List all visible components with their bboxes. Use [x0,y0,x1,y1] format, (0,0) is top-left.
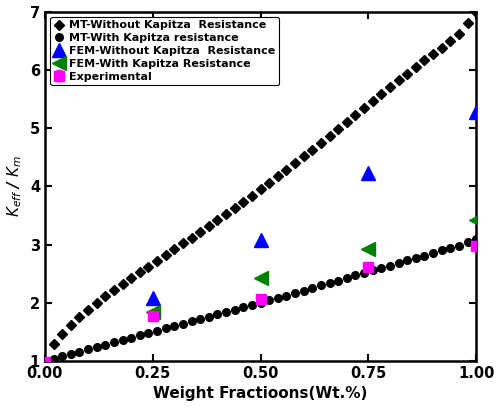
MT-With Kapitza resistance [474,236,480,241]
MT-Without Kapitza  Resistance [284,168,290,173]
MT-Without Kapitza  Resistance [120,282,126,287]
X-axis label: Weight Fractioons(Wt.%): Weight Fractioons(Wt.%) [154,386,368,401]
MT-Without Kapitza  Resistance [448,38,454,43]
MT-Without Kapitza  Resistance [370,98,376,103]
MT-Without Kapitza  Resistance [422,58,428,63]
Legend: MT-Without Kapitza  Resistance, MT-With Kapitza resistance, FEM-Without Kapitza : MT-Without Kapitza Resistance, MT-With K… [50,17,279,85]
FEM-With Kapitza Resistance [366,246,372,251]
MT-With Kapitza resistance [180,321,186,326]
MT-Without Kapitza  Resistance [206,223,212,228]
FEM-Without Kapitza  Resistance [366,171,372,176]
FEM-Without Kapitza  Resistance [258,238,264,243]
Y-axis label: $K_{eff}$ / $K_m$: $K_{eff}$ / $K_m$ [6,155,25,217]
MT-Without Kapitza  Resistance [137,270,143,275]
MT-Without Kapitza  Resistance [240,199,246,204]
MT-Without Kapitza  Resistance [258,187,264,192]
FEM-Without Kapitza  Resistance [474,110,480,115]
MT-Without Kapitza  Resistance [352,113,358,118]
MT-Without Kapitza  Resistance [197,229,203,234]
MT-Without Kapitza  Resistance [232,206,237,211]
Line: MT-With Kapitza resistance: MT-With Kapitza resistance [41,235,480,365]
MT-Without Kapitza  Resistance [154,258,160,263]
MT-With Kapitza resistance [137,333,143,338]
MT-Without Kapitza  Resistance [335,127,341,131]
MT-Without Kapitza  Resistance [456,31,462,36]
MT-Without Kapitza  Resistance [387,85,393,90]
FEM-Without Kapitza  Resistance [150,295,156,300]
MT-With Kapitza resistance [464,240,470,245]
MT-Without Kapitza  Resistance [413,65,419,70]
MT-With Kapitza resistance [172,324,177,328]
MT-Without Kapitza  Resistance [214,218,220,223]
MT-Without Kapitza  Resistance [180,241,186,246]
MT-Without Kapitza  Resistance [102,293,108,298]
MT-Without Kapitza  Resistance [76,315,82,320]
FEM-With Kapitza Resistance [474,218,480,223]
MT-Without Kapitza  Resistance [344,120,350,125]
MT-Without Kapitza  Resistance [223,212,229,217]
MT-Without Kapitza  Resistance [85,307,91,312]
Line: FEM-With Kapitza Resistance: FEM-With Kapitza Resistance [146,213,483,318]
MT-Without Kapitza  Resistance [404,72,410,77]
MT-Without Kapitza  Resistance [378,92,384,97]
MT-Without Kapitza  Resistance [162,253,168,258]
MT-Without Kapitza  Resistance [111,287,117,292]
MT-Without Kapitza  Resistance [266,180,272,185]
MT-Without Kapitza  Resistance [128,276,134,281]
MT-Without Kapitza  Resistance [68,322,74,327]
MT-With Kapitza resistance [326,280,332,285]
MT-Without Kapitza  Resistance [59,332,65,337]
Line: FEM-Without Kapitza  Resistance: FEM-Without Kapitza Resistance [146,105,483,305]
MT-Without Kapitza  Resistance [396,78,402,83]
MT-Without Kapitza  Resistance [292,160,298,165]
MT-Without Kapitza  Resistance [188,235,194,240]
FEM-With Kapitza Resistance [258,275,264,280]
MT-With Kapitza resistance [42,359,48,363]
MT-Without Kapitza  Resistance [275,174,281,179]
MT-Without Kapitza  Resistance [326,134,332,139]
MT-Without Kapitza  Resistance [474,9,480,14]
Line: MT-Without Kapitza  Resistance: MT-Without Kapitza Resistance [50,8,480,347]
MT-Without Kapitza  Resistance [249,193,255,198]
MT-Without Kapitza  Resistance [464,21,470,26]
MT-Without Kapitza  Resistance [310,147,316,152]
MT-Without Kapitza  Resistance [172,247,177,252]
MT-Without Kapitza  Resistance [50,341,56,346]
MT-Without Kapitza  Resistance [300,153,306,158]
MT-Without Kapitza  Resistance [94,300,100,305]
MT-Without Kapitza  Resistance [318,141,324,146]
MT-Without Kapitza  Resistance [439,45,445,50]
MT-Without Kapitza  Resistance [146,264,152,269]
MT-Without Kapitza  Resistance [361,106,367,111]
FEM-With Kapitza Resistance [150,309,156,314]
MT-Without Kapitza  Resistance [430,52,436,57]
MT-With Kapitza resistance [352,273,358,278]
